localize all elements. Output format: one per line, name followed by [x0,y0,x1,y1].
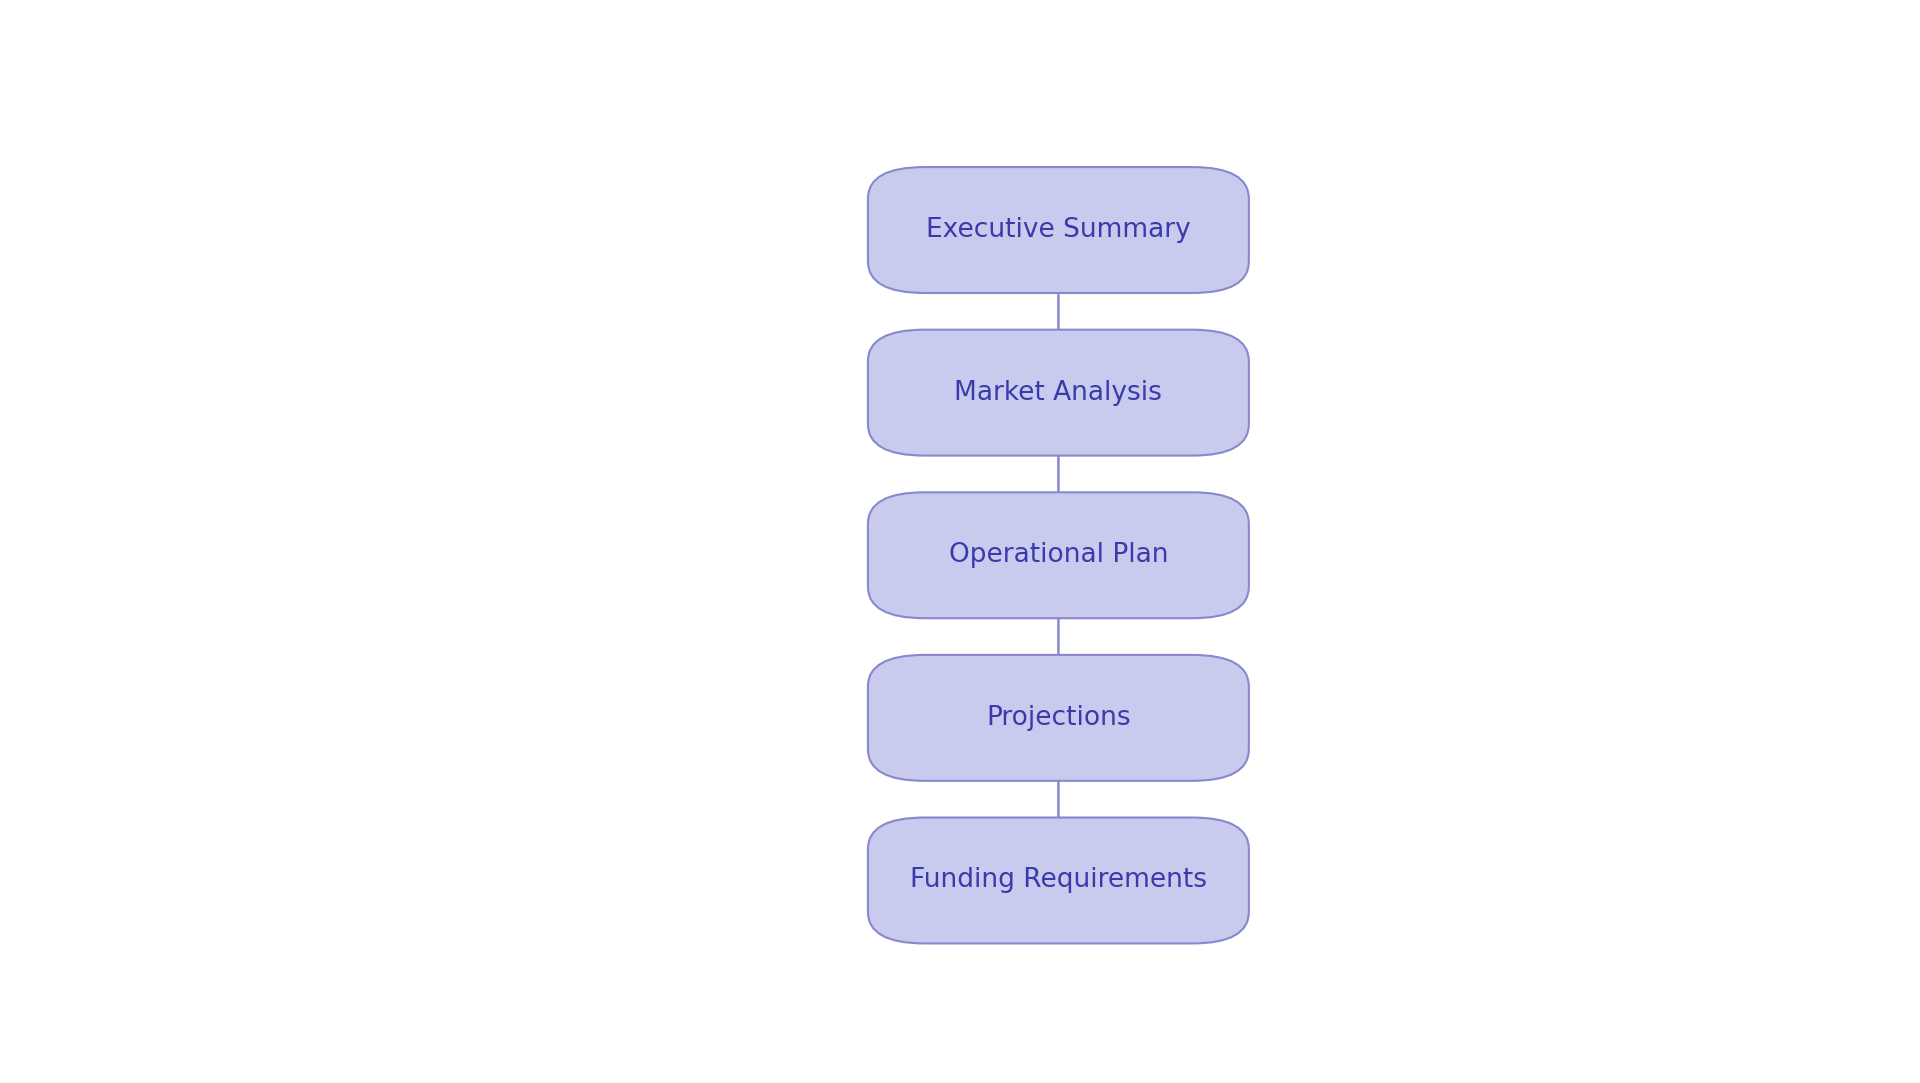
FancyBboxPatch shape [868,167,1248,293]
FancyBboxPatch shape [868,818,1248,943]
FancyBboxPatch shape [868,655,1248,781]
Text: Market Analysis: Market Analysis [954,380,1162,406]
FancyBboxPatch shape [868,329,1248,456]
Text: Funding Requirements: Funding Requirements [910,867,1208,893]
Text: Executive Summary: Executive Summary [925,217,1190,243]
Text: Operational Plan: Operational Plan [948,543,1167,569]
Text: Projections: Projections [987,705,1131,731]
FancyBboxPatch shape [868,493,1248,618]
